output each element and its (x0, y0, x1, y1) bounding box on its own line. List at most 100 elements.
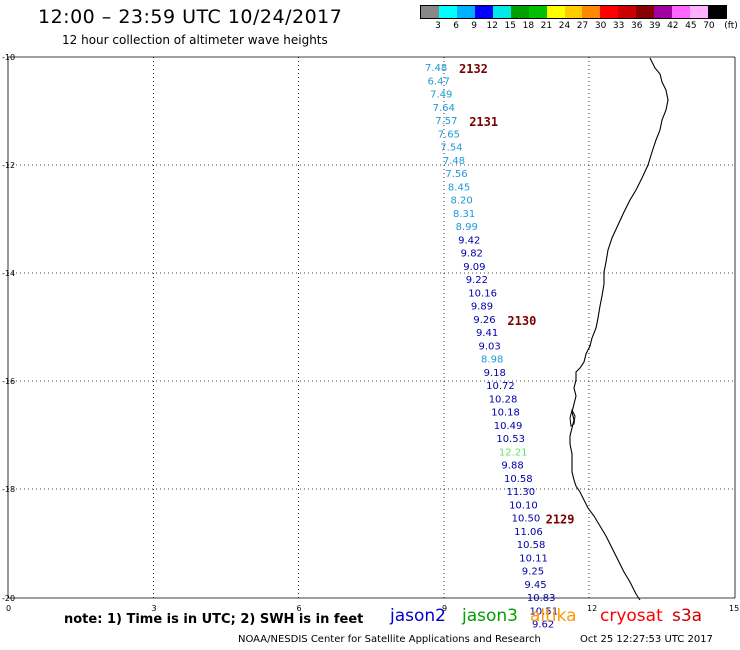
note-text: note: 1) Time is in UTC; 2) SWH is in fe… (64, 612, 364, 627)
map-subtitle: 12 hour collection of altimeter wave hei… (62, 33, 328, 47)
wave-height-value: 7.48 (425, 63, 447, 74)
legend-label: 12 (486, 21, 498, 31)
satellite-legend-item: jason2 (390, 606, 446, 626)
legend-swatch (690, 6, 708, 18)
x-tick-label: 6 (297, 604, 302, 613)
wave-height-value: 10.28 (489, 394, 518, 405)
y-tick-label: -12 (2, 161, 15, 170)
wave-height-value: 9.41 (476, 328, 498, 339)
x-tick-label: 9 (442, 604, 447, 613)
wave-height-value: 9.26 (473, 315, 495, 326)
island (569, 408, 576, 427)
legend-label: 30 (594, 21, 607, 31)
legend-label: 9 (471, 21, 478, 31)
x-tick-label: 0 (6, 604, 11, 613)
legend-label: 33 (612, 21, 625, 31)
legend-label: 27 (576, 21, 589, 31)
legend-label: 42 (667, 21, 679, 31)
wave-height-value: 10.53 (496, 434, 525, 445)
legend-label: 70 (703, 21, 715, 31)
wave-height-value: 10.49 (494, 421, 523, 432)
legend-label: 15 (504, 21, 517, 31)
legend-swatch (528, 6, 547, 18)
altimeter-track: 7.48 6.47 7.49 7.64 7.57 7.65 7.54 7.48 7.56 8.45… (425, 63, 558, 631)
wave-height-value: 8.99 (456, 222, 478, 233)
legend-swatch (672, 6, 691, 18)
x-tick-label: 15 (729, 604, 739, 613)
wave-height-value: 8.45 (448, 182, 470, 193)
y-tick-label: -20 (2, 594, 15, 603)
legend-swatch (546, 6, 565, 18)
wave-height-value: 9.22 (466, 275, 488, 286)
wave-height-value: 9.09 (463, 262, 485, 273)
orbit-rev-labels: 2132 2131 2130 2129 (459, 62, 575, 527)
legend-swatch (474, 6, 493, 18)
x-tick-label: 3 (152, 604, 157, 613)
wave-height-value: 9.45 (524, 580, 546, 591)
wave-height-value: 7.48 (443, 156, 465, 167)
wave-height-value: 11.30 (507, 487, 536, 498)
wave-height-value: 10.50 (512, 514, 541, 525)
wave-height-value: 9.82 (461, 249, 483, 260)
legend-label: 18 (522, 21, 535, 31)
legend-swatch (582, 6, 601, 18)
map-title: 12:00 – 23:59 UTC 10/24/2017 (38, 6, 343, 28)
orbit-rev-label: 2132 (459, 62, 488, 76)
lat-lon-grid (7, 56, 736, 599)
footer-timestamp: Oct 25 12:27:53 UTC 2017 (580, 634, 713, 645)
wave-height-value: 9.88 (501, 461, 523, 472)
color-scale-legend (420, 5, 727, 19)
legend-label: 3 (435, 21, 441, 31)
wave-height-value: 9.03 (479, 341, 501, 352)
legend-label: 21 (540, 21, 553, 31)
orbit-rev-label: 2129 (546, 513, 575, 527)
wave-height-value: 9.89 (471, 302, 493, 313)
legend-label: 39 (649, 21, 661, 31)
orbit-rev-label: 2131 (469, 115, 498, 129)
color-scale-labels: 3 6 9 12 15 18 21 24 27 30 33 36 39 42 45 70 (ft) (420, 21, 738, 35)
satellite-legend-item: altika (530, 606, 577, 626)
wave-height-value: 7.64 (433, 103, 455, 114)
wave-height-value: 9.18 (484, 368, 506, 379)
wave-height-value: 12.21 (499, 447, 528, 458)
legend-label: 36 (630, 21, 643, 31)
y-tick-label: -14 (2, 269, 15, 278)
legend-swatch (636, 6, 655, 18)
wave-height-value: 6.47 (428, 76, 450, 87)
wave-height-value: 9.42 (458, 235, 480, 246)
legend-swatch (456, 6, 475, 18)
wave-height-value: 10.18 (491, 408, 520, 419)
wave-height-value: 10.72 (486, 381, 515, 392)
satellite-legend-item: s3a (672, 606, 703, 626)
wave-height-value: 10.58 (517, 540, 546, 551)
legend-label: 6 (453, 21, 459, 31)
legend-swatch (510, 6, 529, 18)
legend-label: 45 (685, 21, 697, 31)
y-tick-label: -10 (2, 53, 15, 62)
coastline (569, 57, 669, 601)
wave-height-value: 11.06 (514, 527, 543, 538)
legend-swatch (600, 6, 619, 18)
wave-height-value: 8.20 (450, 196, 472, 207)
footer-credit: NOAA/NESDIS Center for Satellite Applica… (238, 634, 541, 645)
legend-swatch (708, 6, 726, 18)
wave-height-value: 10.16 (468, 288, 497, 299)
satellite-legend-item: jason3 (462, 606, 518, 626)
axis-tick-labels: 0 3 6 9 12 15 -10 -12 -14 -16 -18 -20 (2, 53, 739, 613)
legend-swatch (438, 6, 457, 18)
wave-height-value: 10.10 (509, 500, 538, 511)
legend-label: (ft) (724, 21, 738, 31)
y-tick-label: -16 (2, 377, 15, 386)
wave-height-value: 7.54 (440, 143, 462, 154)
wave-height-value: 7.65 (438, 129, 460, 140)
wave-height-value: 8.31 (453, 209, 475, 220)
legend-swatch (564, 6, 583, 18)
satellite-legend-item: cryosat (600, 606, 663, 626)
legend-swatch (654, 6, 673, 18)
wave-height-value: 10.58 (504, 474, 533, 485)
wave-height-value: 7.49 (430, 90, 452, 101)
wave-height-value: 10.83 (527, 593, 556, 604)
legend-swatch (421, 6, 439, 18)
wave-height-value: 8.98 (481, 355, 503, 366)
